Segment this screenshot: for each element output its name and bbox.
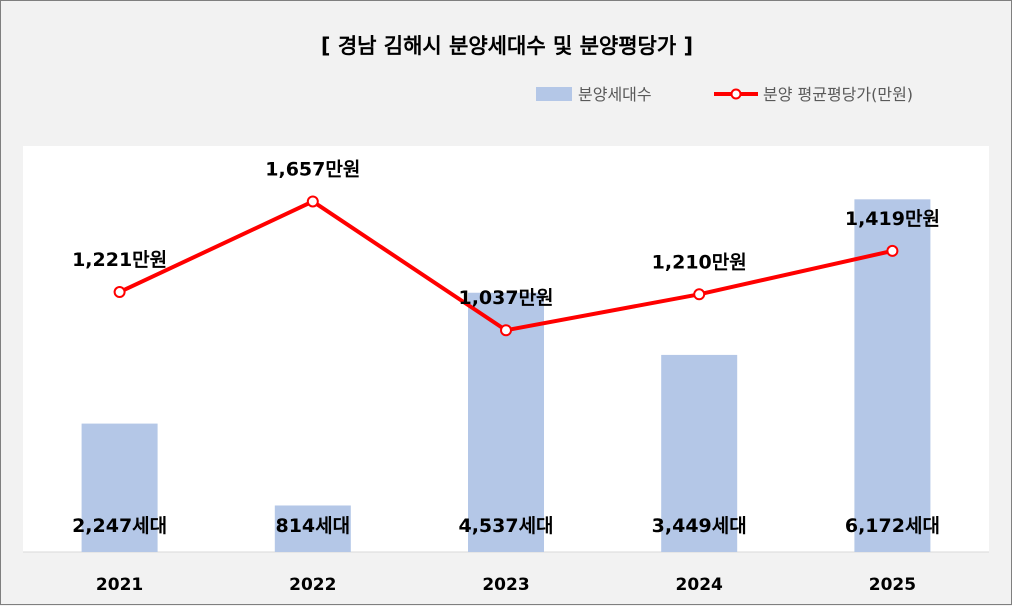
- line-label-2025: 1,419만원: [845, 208, 940, 230]
- line-point-2025: [886, 244, 899, 257]
- bar-labels: 2,247세대 814세대 4,537세대 3,449세대 6,172세대: [72, 515, 940, 537]
- line-point-2022: [306, 195, 319, 208]
- bar-label-2023: 4,537세대: [458, 515, 553, 537]
- bar-label-2024: 3,449세대: [652, 515, 747, 537]
- x-tick-2024: 2024: [676, 575, 723, 595]
- line-label-2022: 1,657만원: [265, 158, 360, 180]
- line-series: [113, 195, 899, 337]
- bar-label-2021: 2,247세대: [72, 515, 167, 537]
- bar-2024: [661, 354, 738, 552]
- line-label-2023: 1,037만원: [458, 287, 553, 309]
- legend-swatch-marker: [730, 88, 742, 100]
- bar-2022: [274, 505, 351, 552]
- line-label-2024: 1,210만원: [652, 251, 747, 273]
- bar-series: [81, 199, 931, 553]
- x-tick-2025: 2025: [869, 575, 916, 595]
- line-label-2021: 1,221만원: [72, 249, 167, 271]
- line-point-2024: [693, 288, 706, 301]
- chart-title: [ 경남 김해시 분양세대수 및 분양평당가 ]: [321, 34, 693, 58]
- x-tick-2021: 2021: [96, 575, 143, 595]
- bar-2021: [81, 423, 158, 552]
- legend-label-line: 분양 평균평당가(만원): [763, 85, 913, 104]
- line-point-2023: [500, 324, 512, 337]
- legend: 분양세대수 분양 평균평당가(만원): [536, 85, 913, 104]
- line-labels: 1,221만원 1,657만원 1,037만원 1,210만원 1,419만원: [72, 158, 940, 309]
- x-axis-ticks: 2021 2022 2023 2024 2025: [96, 575, 916, 595]
- bar-label-2025: 6,172세대: [845, 515, 940, 537]
- line-point-2021: [113, 286, 126, 299]
- x-tick-2023: 2023: [482, 575, 529, 595]
- legend-label-bar: 분양세대수: [578, 85, 652, 104]
- x-tick-2022: 2022: [289, 575, 336, 595]
- bar-label-2022: 814세대: [275, 515, 350, 537]
- legend-swatch-bar: [536, 87, 572, 101]
